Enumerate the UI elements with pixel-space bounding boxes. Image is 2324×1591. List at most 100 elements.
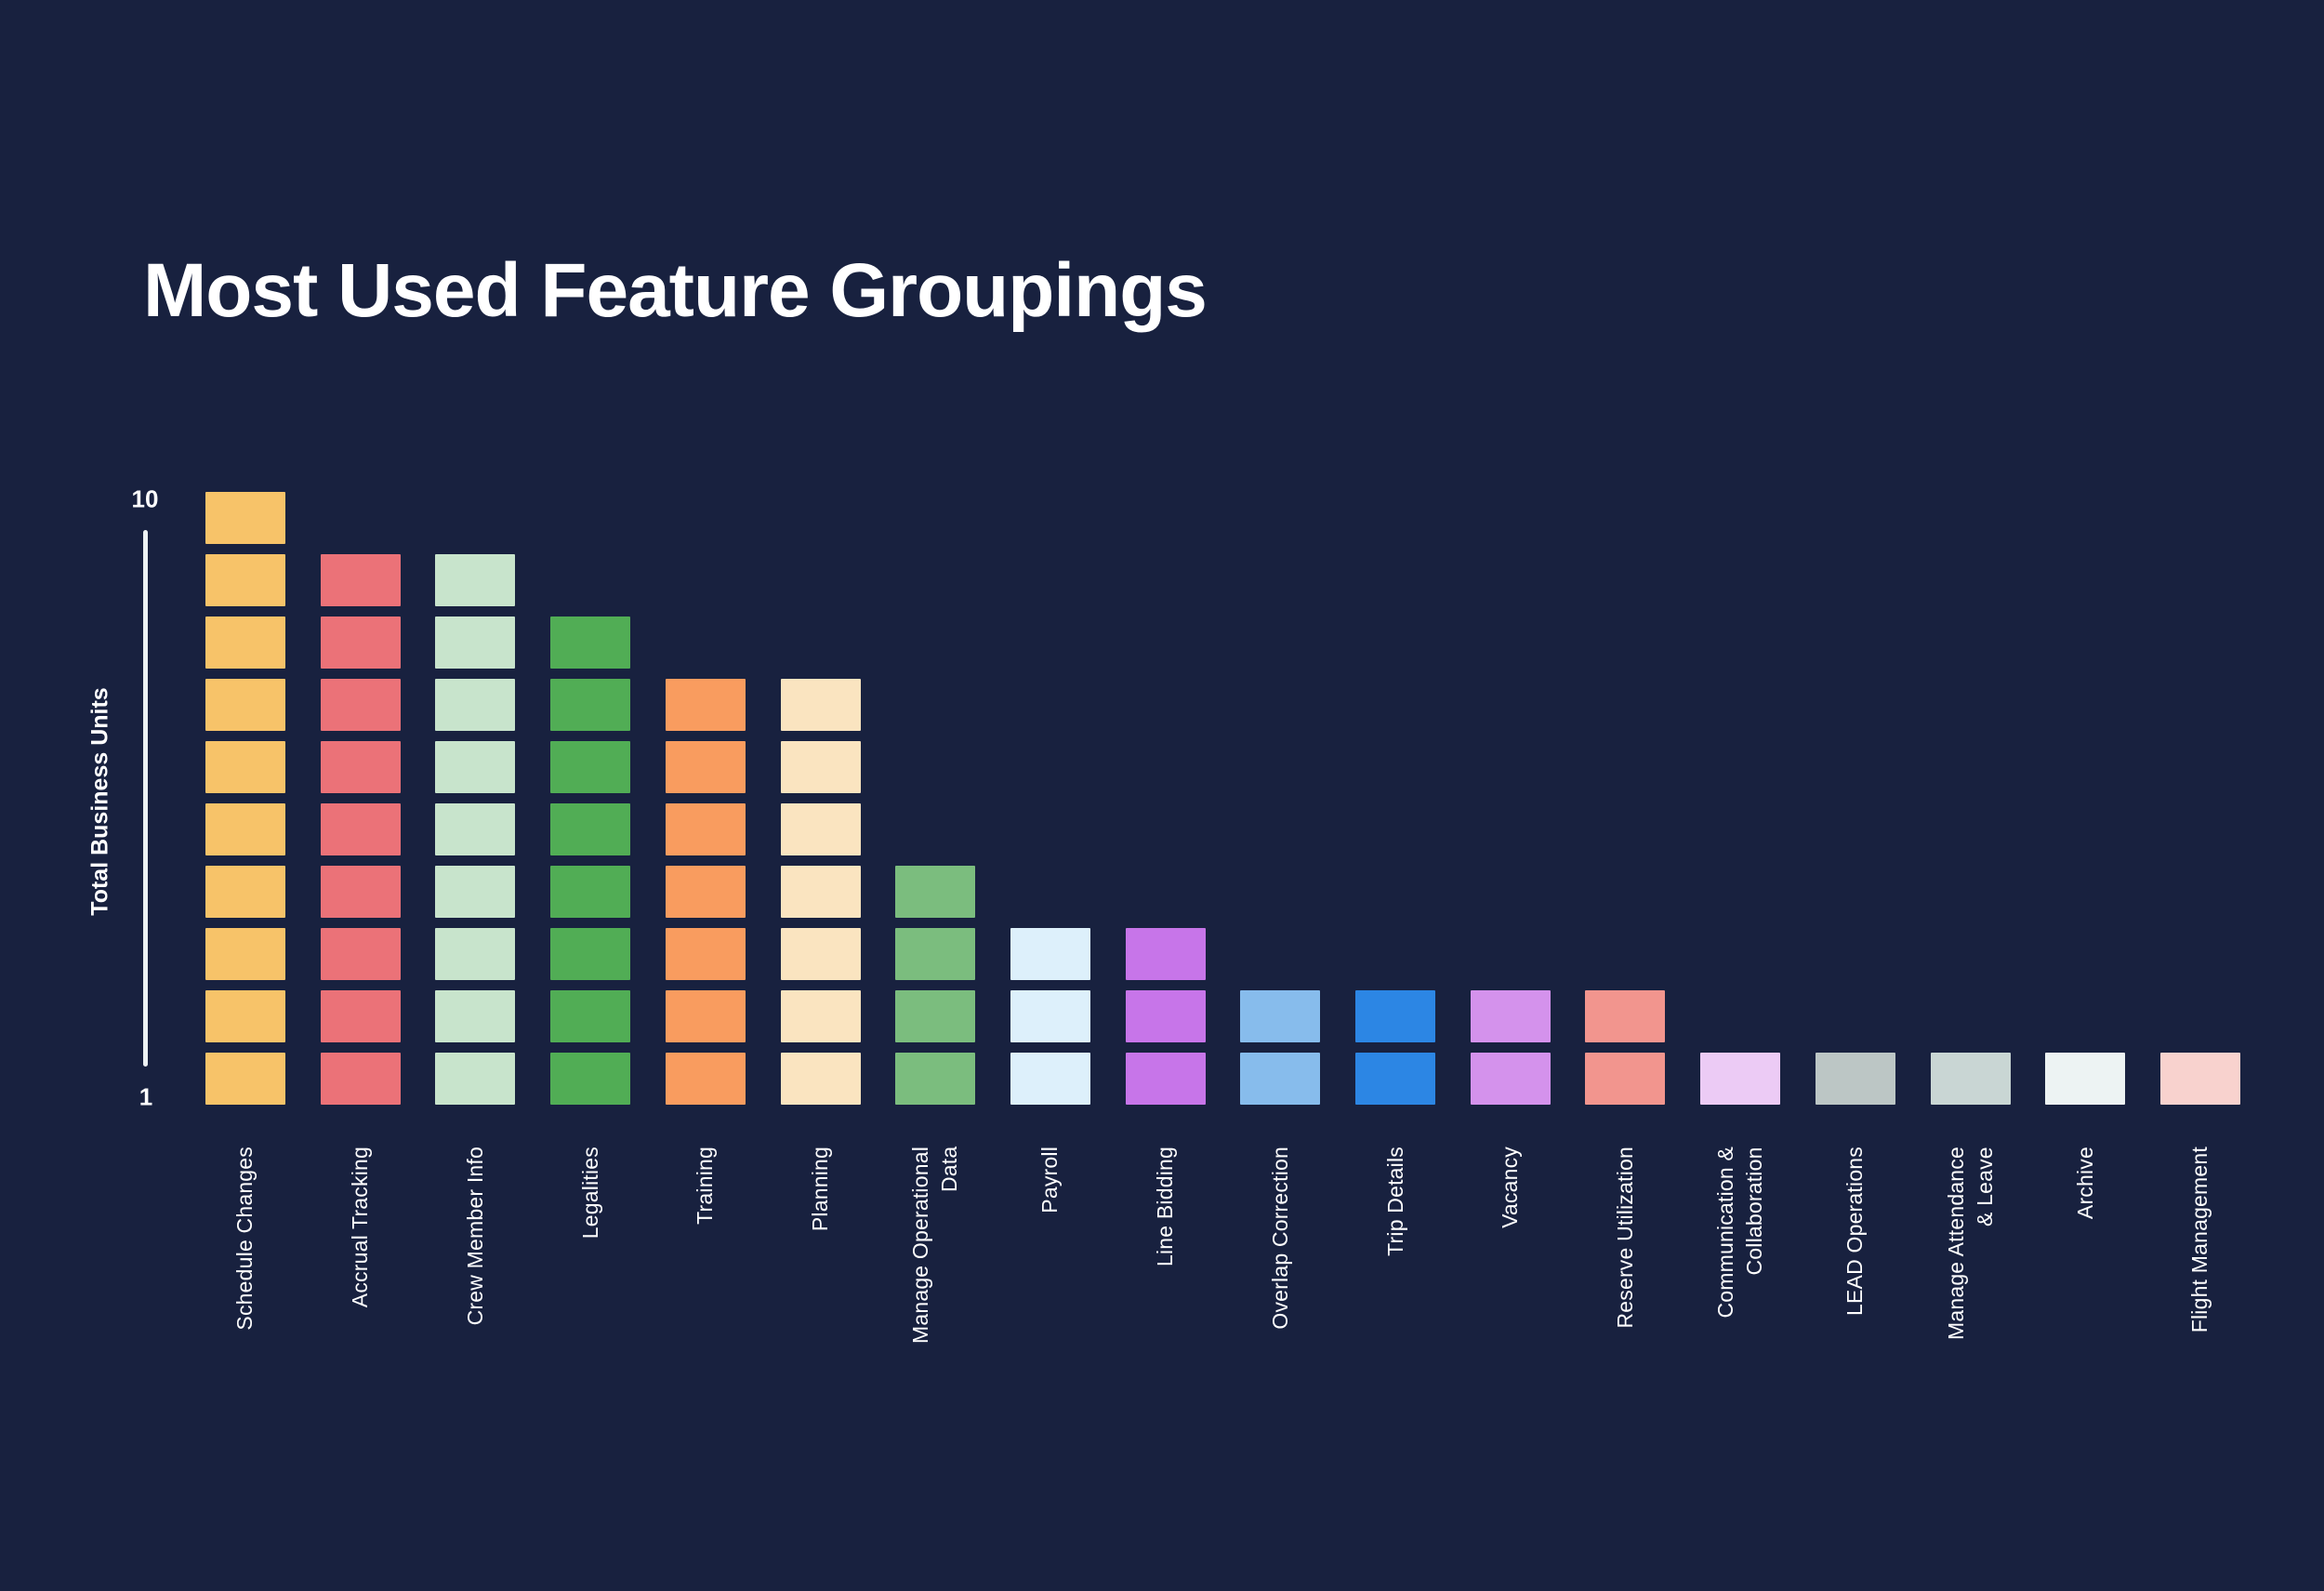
bar-segment bbox=[1355, 1053, 1436, 1105]
bar-segment bbox=[320, 1053, 401, 1105]
bar-segment bbox=[780, 803, 861, 855]
bar-segment bbox=[550, 679, 631, 731]
bar-segment bbox=[435, 554, 516, 606]
bar-column-1 bbox=[205, 492, 285, 1105]
y-tick-min: 1 bbox=[139, 1082, 153, 1111]
bar-segment bbox=[320, 741, 401, 793]
bar-column-2 bbox=[320, 554, 401, 1105]
x-axis-label: Manage Operational Data bbox=[908, 1147, 962, 1345]
bar-segment bbox=[895, 1053, 976, 1105]
bar-segment bbox=[550, 803, 631, 855]
x-axis-label: Line Bidding bbox=[1153, 1147, 1178, 1267]
bar-segment bbox=[1585, 1053, 1666, 1105]
bar-segment bbox=[780, 990, 861, 1042]
x-axis-label: Training bbox=[693, 1147, 718, 1225]
bar-segment bbox=[320, 803, 401, 855]
chart-title: Most Used Feature Groupings bbox=[143, 248, 1208, 333]
bar-segment bbox=[320, 679, 401, 731]
bar-segment bbox=[550, 866, 631, 918]
x-axis-label-cell: Overlap Correction bbox=[1240, 1147, 1320, 1370]
bar-segment bbox=[320, 928, 401, 980]
x-axis-label: Vacancy bbox=[1498, 1147, 1523, 1228]
bar-segment bbox=[665, 679, 746, 731]
bar-column-7 bbox=[895, 866, 976, 1105]
x-axis-label-cell: Flight Management bbox=[2160, 1147, 2240, 1370]
bar-segment bbox=[1585, 990, 1666, 1042]
x-axis-label: Schedule Changes bbox=[232, 1147, 257, 1331]
y-axis-title: Total Business Units bbox=[86, 687, 113, 916]
x-axis-label: Flight Management bbox=[2187, 1147, 2212, 1333]
bar-segment bbox=[320, 617, 401, 669]
bar-segment bbox=[205, 492, 285, 544]
x-axis-label: LEAD Operations bbox=[1842, 1147, 1868, 1316]
bar-segment bbox=[550, 990, 631, 1042]
x-axis-label-cell: Crew Member Info bbox=[435, 1147, 515, 1370]
bar-segment bbox=[895, 928, 976, 980]
bar-segment bbox=[205, 554, 285, 606]
x-axis-label: Overlap Correction bbox=[1267, 1147, 1292, 1330]
bar-segment bbox=[320, 990, 401, 1042]
bar-segment bbox=[780, 928, 861, 980]
bar-segment bbox=[895, 990, 976, 1042]
x-axis-label: Legalities bbox=[577, 1147, 602, 1240]
bar-segment bbox=[1815, 1053, 1895, 1105]
x-axis-label-cell: Manage Operational Data bbox=[895, 1147, 975, 1370]
bar-segment bbox=[1470, 1053, 1551, 1105]
x-axis-label: Payroll bbox=[1037, 1147, 1063, 1213]
bar-column-5 bbox=[665, 679, 746, 1105]
bar-segment bbox=[665, 990, 746, 1042]
x-axis-label-cell: Manage Attendance & Leave bbox=[1931, 1147, 2011, 1370]
bar-segment bbox=[1240, 990, 1321, 1042]
bar-segment bbox=[665, 866, 746, 918]
bar-segment bbox=[435, 928, 516, 980]
x-axis-label-cell: Trip Details bbox=[1355, 1147, 1435, 1370]
x-axis-label: Archive bbox=[2072, 1147, 2097, 1220]
bar-segment bbox=[205, 928, 285, 980]
bar-column-17 bbox=[2045, 1053, 2126, 1105]
y-tick-max: 10 bbox=[131, 484, 159, 513]
bar-segment bbox=[1125, 928, 1206, 980]
x-axis-label-cell: Line Bidding bbox=[1126, 1147, 1206, 1370]
bar-segment bbox=[435, 866, 516, 918]
bar-segment bbox=[1930, 1053, 2011, 1105]
bar-segment bbox=[895, 866, 976, 918]
bar-segment bbox=[780, 741, 861, 793]
bar-column-14 bbox=[1700, 1053, 1781, 1105]
bar-segment bbox=[205, 803, 285, 855]
bar-column-16 bbox=[1930, 1053, 2011, 1105]
bar-segment bbox=[1010, 928, 1090, 980]
bar-segment bbox=[550, 617, 631, 669]
bar-column-3 bbox=[435, 554, 516, 1105]
bar-column-4 bbox=[550, 617, 631, 1105]
bar-segment bbox=[1700, 1053, 1781, 1105]
x-axis-label: Communication & Collaboration bbox=[1713, 1147, 1767, 1319]
bar-segment bbox=[435, 679, 516, 731]
bar-segment bbox=[1125, 990, 1206, 1042]
bar-segment bbox=[1010, 1053, 1090, 1105]
bar-segment bbox=[205, 866, 285, 918]
bar-segment bbox=[665, 1053, 746, 1105]
bar-column-9 bbox=[1125, 928, 1206, 1105]
bar-segment bbox=[2159, 1053, 2240, 1105]
bar-segment bbox=[780, 866, 861, 918]
bar-segment bbox=[205, 617, 285, 669]
x-axis-label-cell: Accrual Tracking bbox=[321, 1147, 401, 1370]
bar-segment bbox=[665, 928, 746, 980]
bar-column-12 bbox=[1470, 990, 1551, 1105]
bar-column-15 bbox=[1815, 1053, 1895, 1105]
bar-segment bbox=[1355, 990, 1436, 1042]
bar-column-11 bbox=[1355, 990, 1436, 1105]
bar-segment bbox=[665, 803, 746, 855]
x-axis-label: Reserve Utilization bbox=[1612, 1147, 1637, 1329]
bar-segment bbox=[780, 679, 861, 731]
bar-segment bbox=[550, 741, 631, 793]
x-axis-label: Crew Member Info bbox=[462, 1147, 487, 1326]
x-axis-label-cell: Communication & Collaboration bbox=[1700, 1147, 1780, 1370]
x-axis-label: Trip Details bbox=[1382, 1147, 1407, 1256]
x-axis-labels: Schedule Changes Accrual Tracking Crew Mem… bbox=[205, 1147, 2240, 1370]
bar-segment bbox=[1010, 990, 1090, 1042]
bar-segment bbox=[1470, 990, 1551, 1042]
bar-segment bbox=[1125, 1053, 1206, 1105]
bar-segment bbox=[435, 990, 516, 1042]
x-axis-label-cell: Payroll bbox=[1010, 1147, 1090, 1370]
